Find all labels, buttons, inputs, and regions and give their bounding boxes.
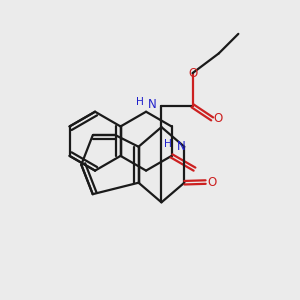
Text: O: O [213,112,223,125]
Text: O: O [188,67,197,80]
Text: N: N [148,98,157,111]
Text: H: H [136,97,144,107]
Text: H: H [164,140,172,149]
Text: O: O [207,176,216,189]
Text: N: N [176,140,185,153]
